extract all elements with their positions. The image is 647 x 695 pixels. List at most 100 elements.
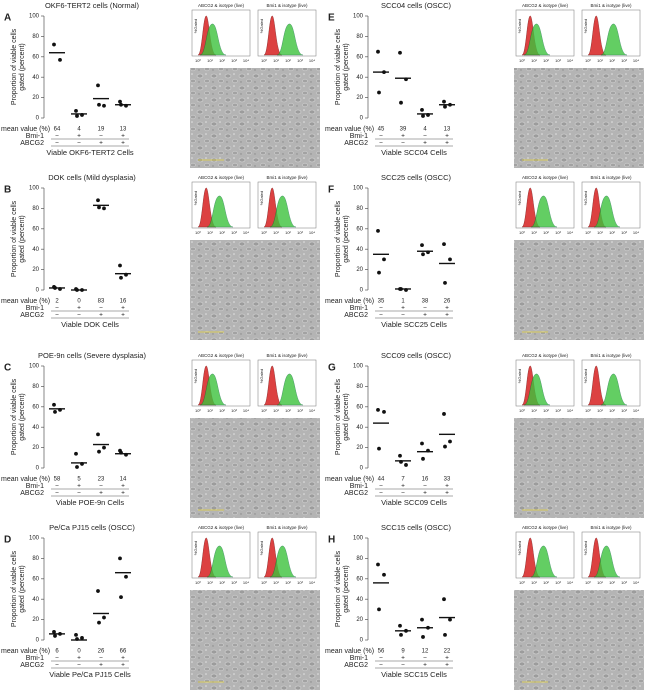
x-axis-label: Viable Pe/Ca PJ15 Cells	[49, 670, 131, 679]
mean-row-label: mean value (%)	[1, 648, 50, 655]
panel: DPe/Ca PJ15 cells (OSCC)020406080100Prop…	[1, 523, 320, 690]
panel: E SCC04 cells (OSCC) 0 20 40 60 80 100 Proportio…	[325, 1, 644, 168]
mean-value: 2	[55, 299, 59, 305]
data-point	[74, 633, 78, 637]
stain-histogram	[530, 545, 558, 578]
micrograph	[190, 590, 320, 690]
stain-histogram	[206, 545, 234, 578]
abcg2-sign: +	[99, 312, 103, 319]
inset-ylabel: %Gated	[193, 541, 198, 555]
bmi1-sign: +	[401, 133, 405, 140]
y-tick-label: 80	[32, 556, 39, 562]
abcg2-row-label: ABCG2	[20, 312, 44, 319]
inset-xtick-label: 10²	[543, 580, 549, 585]
inset-xtick-label: 10¹	[273, 408, 279, 413]
data-point	[442, 412, 446, 416]
data-point	[421, 114, 425, 118]
bmi1-sign: −	[99, 483, 103, 490]
y-axis-label: Proportion of viable cells	[11, 28, 18, 105]
data-point	[443, 280, 447, 285]
mean-value: 4	[423, 127, 427, 133]
data-point	[382, 257, 386, 262]
bmi1-sign: +	[77, 655, 81, 662]
bmi1-sign: −	[379, 655, 383, 662]
mean-value: 33	[444, 477, 451, 483]
inset-xtick-label: 10¹	[207, 58, 213, 63]
abcg2-sign: −	[401, 140, 405, 147]
data-point	[376, 49, 380, 54]
y-tick-label: 60	[356, 404, 363, 410]
abcg2-sign: +	[423, 312, 427, 319]
bmi1-sign: +	[401, 305, 405, 312]
inset-xtick-label: 10⁰	[585, 580, 591, 585]
data-point	[399, 100, 403, 105]
mean-value: 1	[401, 299, 405, 305]
data-point	[448, 257, 452, 262]
inset-xtick-label: 10¹	[273, 58, 279, 63]
inset-xtick-label: 10⁰	[585, 408, 591, 413]
panel-letter: F	[328, 185, 334, 196]
stain-histogram	[199, 23, 227, 56]
panel-title: SCC15 cells (OSCC)	[381, 523, 452, 532]
y-axis-label: gated (percent)	[343, 393, 350, 440]
inset-xtick-label: 10³	[555, 230, 561, 235]
inset-xtick-label: 10⁰	[195, 580, 201, 585]
mean-value: 26	[98, 649, 105, 655]
y-tick-label: 100	[353, 14, 364, 20]
data-point	[119, 595, 123, 600]
data-point	[443, 104, 447, 109]
abcg2-sign: +	[445, 662, 449, 669]
inset-xtick-label: 10²	[285, 58, 291, 63]
abcg2-sign: −	[77, 662, 81, 669]
abcg2-sign: +	[99, 140, 103, 147]
y-tick-label: 60	[356, 54, 363, 60]
data-point	[53, 634, 57, 638]
inset-ylabel: %Gated	[259, 191, 264, 205]
inset-xtick-label: 10⁴	[309, 580, 315, 585]
mean-value: 19	[98, 127, 105, 133]
bmi1-sign: −	[379, 483, 383, 490]
data-point	[80, 636, 84, 640]
inset-xtick-label: 10⁴	[309, 58, 315, 63]
data-point	[443, 444, 447, 449]
y-tick-label: 80	[356, 34, 363, 40]
panel-title: DOK cells (Mild dysplasia)	[48, 173, 136, 182]
data-point	[75, 114, 79, 118]
data-point	[97, 449, 101, 454]
panel-letter: E	[328, 13, 335, 24]
bmi1-sign: −	[99, 305, 103, 312]
inset-xtick-label: 10⁴	[243, 230, 249, 235]
abcg2-row-label: ABCG2	[20, 662, 44, 669]
inset-xtick-label: 10⁴	[633, 580, 639, 585]
data-point	[404, 463, 408, 467]
inset-title: ABCG2 & isotype (live)	[198, 525, 245, 530]
bmi1-sign: +	[121, 133, 125, 140]
stain-histogram	[600, 373, 628, 406]
y-tick-label: 0	[360, 288, 364, 294]
y-axis-label: Proportion of viable cells	[11, 200, 18, 277]
abcg2-row-label: ABCG2	[20, 490, 44, 497]
y-tick-label: 60	[32, 576, 39, 582]
bracket	[51, 138, 129, 147]
inset-ylabel: %Gated	[259, 19, 264, 33]
panel-title: SCC25 cells (OSCC)	[381, 173, 452, 182]
mean-value: 38	[422, 299, 429, 305]
abcg2-row-label: ABCG2	[20, 140, 44, 147]
mean-value: 35	[378, 299, 385, 305]
mean-row-label: mean value (%)	[325, 298, 374, 305]
mean-row-label: mean value (%)	[1, 126, 50, 133]
micrograph	[514, 418, 644, 518]
mean-value: 4	[77, 127, 81, 133]
mean-value: 13	[444, 127, 451, 133]
stain-histogram	[593, 545, 621, 578]
abcg2-sign: +	[445, 140, 449, 147]
inset-xtick-label: 10¹	[531, 580, 537, 585]
y-tick-label: 100	[353, 536, 364, 542]
inset-xtick-label: 10⁰	[195, 58, 201, 63]
data-point	[96, 432, 100, 437]
inset-xtick-label: 10³	[297, 230, 303, 235]
inset-xtick-label: 10⁴	[567, 230, 573, 235]
stain-histogram	[523, 23, 551, 56]
y-tick-label: 0	[36, 466, 40, 472]
